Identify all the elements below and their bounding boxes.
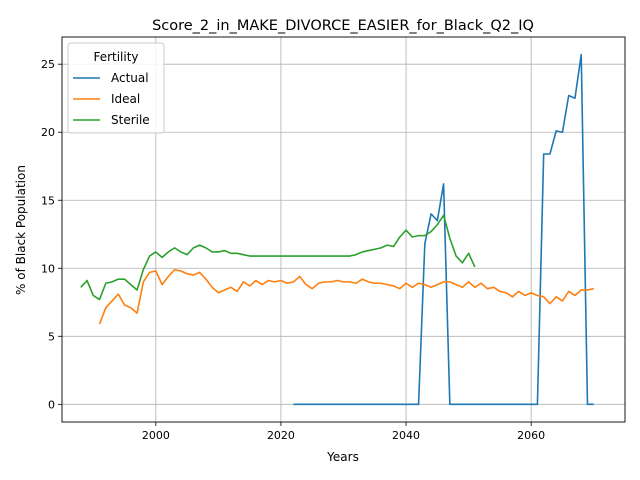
- series-lines: [80, 53, 594, 406]
- series-line-ideal: [98, 268, 594, 325]
- y-axis-label: % of Black Population: [14, 165, 28, 295]
- chart-title: Score_2_in_MAKE_DIVORCE_EASIER_for_Black…: [152, 18, 534, 34]
- legend-label-sterile: Sterile: [111, 113, 150, 127]
- x-tick-label: 2020: [267, 429, 295, 442]
- x-axis-label: Years: [326, 450, 359, 464]
- y-tick-label: 5: [48, 330, 55, 343]
- legend-title: Fertility: [93, 50, 138, 64]
- x-tick-label: 2040: [392, 429, 420, 442]
- plot-area-frame: [61, 36, 626, 423]
- legend-label-actual: Actual: [111, 71, 149, 85]
- y-tick-label: 20: [41, 126, 55, 139]
- y-tick-label: 10: [41, 262, 55, 275]
- y-tick-label: 0: [48, 398, 55, 411]
- x-tick-label: 2060: [517, 429, 545, 442]
- legend: Fertility Actual Ideal Sterile: [67, 42, 165, 134]
- legend-frame: [67, 42, 165, 134]
- series-line-actual: [293, 53, 594, 406]
- legend-label-ideal: Ideal: [111, 92, 140, 106]
- y-tick-label: 15: [41, 194, 55, 207]
- legend-entries: Actual Ideal Sterile: [73, 71, 150, 127]
- series-line-sterile: [80, 214, 476, 301]
- y-tick-label: 25: [41, 58, 55, 71]
- axis-ticks: 2000 2020 2040 2060 0 5 10 15 20 25: [41, 58, 545, 442]
- x-tick-label: 2000: [142, 429, 170, 442]
